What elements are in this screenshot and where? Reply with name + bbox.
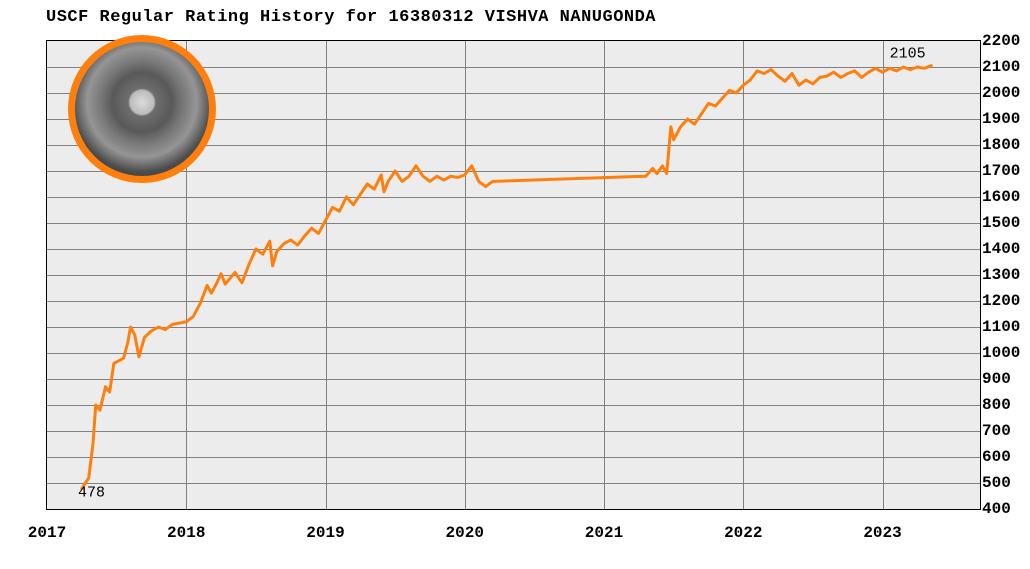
- y-axis-label: 1900: [982, 110, 1024, 128]
- y-axis-label: 2200: [982, 32, 1024, 50]
- x-axis-label: 2021: [585, 524, 623, 542]
- y-axis-label: 500: [982, 474, 1024, 492]
- y-axis-label: 2100: [982, 58, 1024, 76]
- chart-title: USCF Regular Rating History for 16380312…: [46, 8, 656, 27]
- x-axis-label: 2018: [167, 524, 205, 542]
- y-axis-label: 400: [982, 500, 1024, 518]
- data-point-label: 2105: [890, 46, 926, 63]
- y-axis-label: 1500: [982, 214, 1024, 232]
- y-axis-label: 700: [982, 422, 1024, 440]
- y-axis-label: 900: [982, 370, 1024, 388]
- y-axis-label: 2000: [982, 84, 1024, 102]
- x-axis-label: 2020: [446, 524, 484, 542]
- y-axis-label: 1400: [982, 240, 1024, 258]
- profile-photo: [68, 35, 216, 183]
- y-axis-label: 1700: [982, 162, 1024, 180]
- x-axis-label: 2022: [724, 524, 762, 542]
- y-axis-label: 1300: [982, 266, 1024, 284]
- y-axis-label: 600: [982, 448, 1024, 466]
- y-axis-label: 1200: [982, 292, 1024, 310]
- x-axis-label: 2017: [28, 524, 66, 542]
- y-axis-label: 1600: [982, 188, 1024, 206]
- profile-photo-image: [75, 42, 209, 176]
- y-axis-label: 1800: [982, 136, 1024, 154]
- x-axis-label: 2023: [863, 524, 901, 542]
- y-axis-label: 1100: [982, 318, 1024, 336]
- x-axis-label: 2019: [306, 524, 344, 542]
- y-axis-label: 800: [982, 396, 1024, 414]
- data-point-label: 478: [78, 484, 105, 501]
- y-axis-label: 1000: [982, 344, 1024, 362]
